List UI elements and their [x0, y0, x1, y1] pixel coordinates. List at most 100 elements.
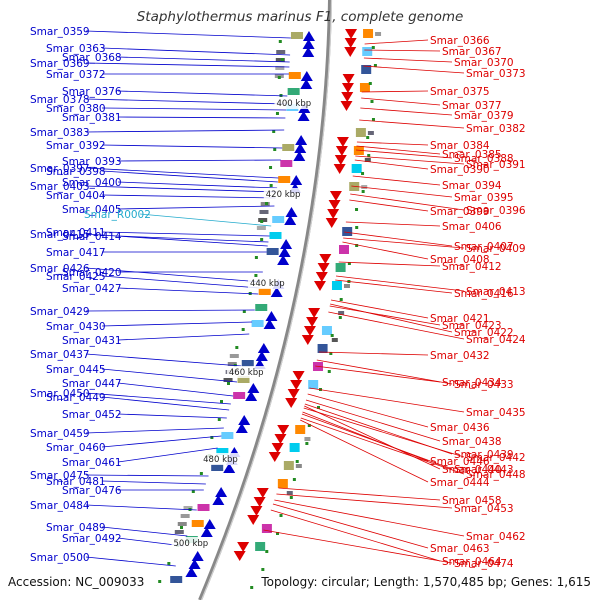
minus-strand-gene-arrow[interactable]	[200, 527, 213, 537]
plus-gene-block[interactable]	[338, 311, 345, 315]
gene-label-right[interactable]: Smar_0421	[430, 313, 490, 325]
minus-gene-block[interactable]	[241, 360, 254, 367]
minus-gene-block[interactable]	[177, 522, 187, 526]
plus-strand-gene-arrow[interactable]	[287, 389, 300, 399]
plus-gene-block[interactable]	[286, 491, 293, 495]
minus-strand-gene-arrow[interactable]	[284, 215, 297, 225]
minus-gene-block[interactable]	[211, 464, 224, 471]
plus-strand-gene-arrow[interactable]	[317, 263, 330, 273]
gene-label-right[interactable]: Smar_0442	[466, 452, 526, 464]
minus-strand-gene-arrow[interactable]	[245, 391, 258, 401]
gene-label-right[interactable]: Smar_0424	[466, 334, 526, 346]
minus-strand-gene-arrow[interactable]	[302, 39, 315, 49]
gene-label-right[interactable]: Smar_0379	[454, 110, 514, 122]
minus-gene-block[interactable]	[255, 304, 268, 311]
gene-label-right[interactable]: Smar_0444	[430, 477, 490, 489]
gene-label-left[interactable]: Smar_0414	[62, 231, 122, 243]
gene-label-right[interactable]: Smar_0440	[442, 464, 502, 476]
gene-label-left[interactable]: Smar_R0002	[84, 209, 151, 221]
minus-strand-gene-arrow[interactable]	[203, 519, 216, 529]
plus-gene-block[interactable]	[361, 65, 372, 74]
gene-label-left[interactable]: Smar_0393	[62, 156, 122, 168]
gene-label-right[interactable]: Smar_0463	[430, 543, 490, 555]
gene-label-left[interactable]: Smar_0461	[62, 457, 122, 469]
minus-strand-gene-arrow[interactable]	[235, 423, 248, 433]
plus-strand-gene-arrow[interactable]	[247, 515, 260, 525]
plus-strand-gene-arrow[interactable]	[292, 371, 305, 381]
gene-label-right[interactable]: Smar_0433	[454, 379, 514, 391]
plus-gene-block[interactable]	[367, 131, 374, 135]
minus-strand-gene-arrow[interactable]	[285, 207, 298, 217]
minus-strand-gene-arrow[interactable]	[290, 175, 303, 185]
gene-label-right[interactable]: Smar_0434	[442, 377, 502, 389]
gene-label-right[interactable]: Smar_0446	[430, 456, 490, 468]
gene-labels[interactable]: Smar_0359Smar_0363Smar_0368Smar_0369Smar…	[30, 26, 526, 570]
minus-strand-gene-arrow[interactable]	[212, 495, 225, 505]
plus-gene-block[interactable]	[362, 47, 373, 56]
minus-strand-gene-arrow[interactable]	[191, 551, 204, 561]
gene-label-right[interactable]: Smar_0412	[442, 261, 502, 273]
minus-gene-block[interactable]	[290, 32, 303, 39]
plus-strand-gene-arrow[interactable]	[315, 272, 328, 282]
plus-strand-gene-arrow[interactable]	[277, 425, 290, 435]
minus-gene-block[interactable]	[197, 504, 210, 511]
gene-label-left[interactable]: Smar_0492	[62, 533, 122, 545]
minus-strand-gene-arrow[interactable]	[223, 463, 236, 473]
plus-gene-block[interactable]	[317, 344, 328, 353]
plus-gene-block[interactable]	[343, 284, 350, 288]
plus-strand-gene-arrow[interactable]	[328, 200, 341, 210]
plus-strand-gene-arrow[interactable]	[250, 506, 263, 516]
minus-gene-block[interactable]	[183, 506, 193, 510]
plus-strand-gene-arrow[interactable]	[306, 317, 319, 327]
gene-label-left[interactable]: Smar_0372	[46, 69, 106, 81]
plus-strand-gene-arrow[interactable]	[319, 254, 332, 264]
plus-gene-block[interactable]	[283, 461, 294, 470]
gene-label-right[interactable]: Smar_0409	[466, 243, 526, 255]
gene-label-right[interactable]: Smar_0407	[454, 241, 514, 253]
gene-label-right[interactable]: Smar_0443	[454, 464, 514, 476]
gene-label-right[interactable]: Smar_0395	[454, 192, 514, 204]
plus-strand-gene-arrow[interactable]	[327, 209, 340, 219]
plus-gene-block[interactable]	[342, 227, 353, 236]
minus-strand-gene-arrow[interactable]	[300, 71, 313, 81]
gene-label-left[interactable]: Smar_0420	[62, 267, 122, 279]
minus-gene-block[interactable]	[237, 376, 250, 383]
minus-gene-block[interactable]	[258, 288, 271, 295]
gene-label-right[interactable]: Smar_0416	[454, 288, 514, 300]
plus-strand-gene-arrow[interactable]	[301, 335, 314, 345]
plus-gene-block[interactable]	[277, 479, 288, 488]
minus-gene-block[interactable]	[251, 320, 264, 327]
gene-label-right[interactable]: Smar_0396	[466, 205, 526, 217]
plus-strand-gene-arrow[interactable]	[341, 92, 354, 102]
minus-gene-block[interactable]	[275, 58, 285, 62]
plus-strand-gene-arrow[interactable]	[333, 164, 346, 174]
gene-label-right[interactable]: Smar_0366	[430, 35, 490, 47]
plus-gene-block[interactable]	[308, 380, 319, 389]
gene-label-left[interactable]: Smar_0404	[46, 190, 106, 202]
minus-gene-block[interactable]	[269, 232, 282, 239]
minus-gene-block[interactable]	[191, 520, 204, 527]
gene-label-left[interactable]: Smar_0431	[62, 335, 122, 347]
gene-label-right[interactable]: Smar_0377	[442, 100, 502, 112]
gene-label-left[interactable]: Smar_0425	[46, 271, 106, 283]
gene-label-left[interactable]: Smar_0450	[30, 388, 90, 400]
plus-strand-gene-arrow[interactable]	[256, 488, 269, 498]
plus-strand-gene-arrow[interactable]	[344, 47, 357, 57]
gene-label-right[interactable]: Smar_0384	[430, 140, 490, 152]
minus-gene-block[interactable]	[276, 50, 286, 54]
minus-gene-block[interactable]	[174, 530, 184, 534]
minus-strand-gene-arrow[interactable]	[294, 143, 307, 153]
minus-strand-gene-arrow[interactable]	[302, 31, 315, 41]
plus-strand-gene-arrow[interactable]	[335, 146, 348, 156]
gene-label-right[interactable]: Smar_0373	[466, 68, 526, 80]
plus-gene-block[interactable]	[355, 128, 366, 137]
plus-gene-block[interactable]	[261, 524, 272, 533]
plus-strand-gene-arrow[interactable]	[308, 308, 321, 318]
minus-gene-block[interactable]	[272, 216, 285, 223]
gene-label-right[interactable]: Smar_0474	[454, 558, 514, 570]
minus-gene-block[interactable]	[229, 354, 239, 358]
plus-gene-block[interactable]	[359, 83, 370, 92]
gene-label-right[interactable]: Smar_0439	[454, 449, 514, 461]
gene-label-right[interactable]: Smar_0462	[466, 531, 526, 543]
minus-gene-block[interactable]	[170, 576, 183, 583]
